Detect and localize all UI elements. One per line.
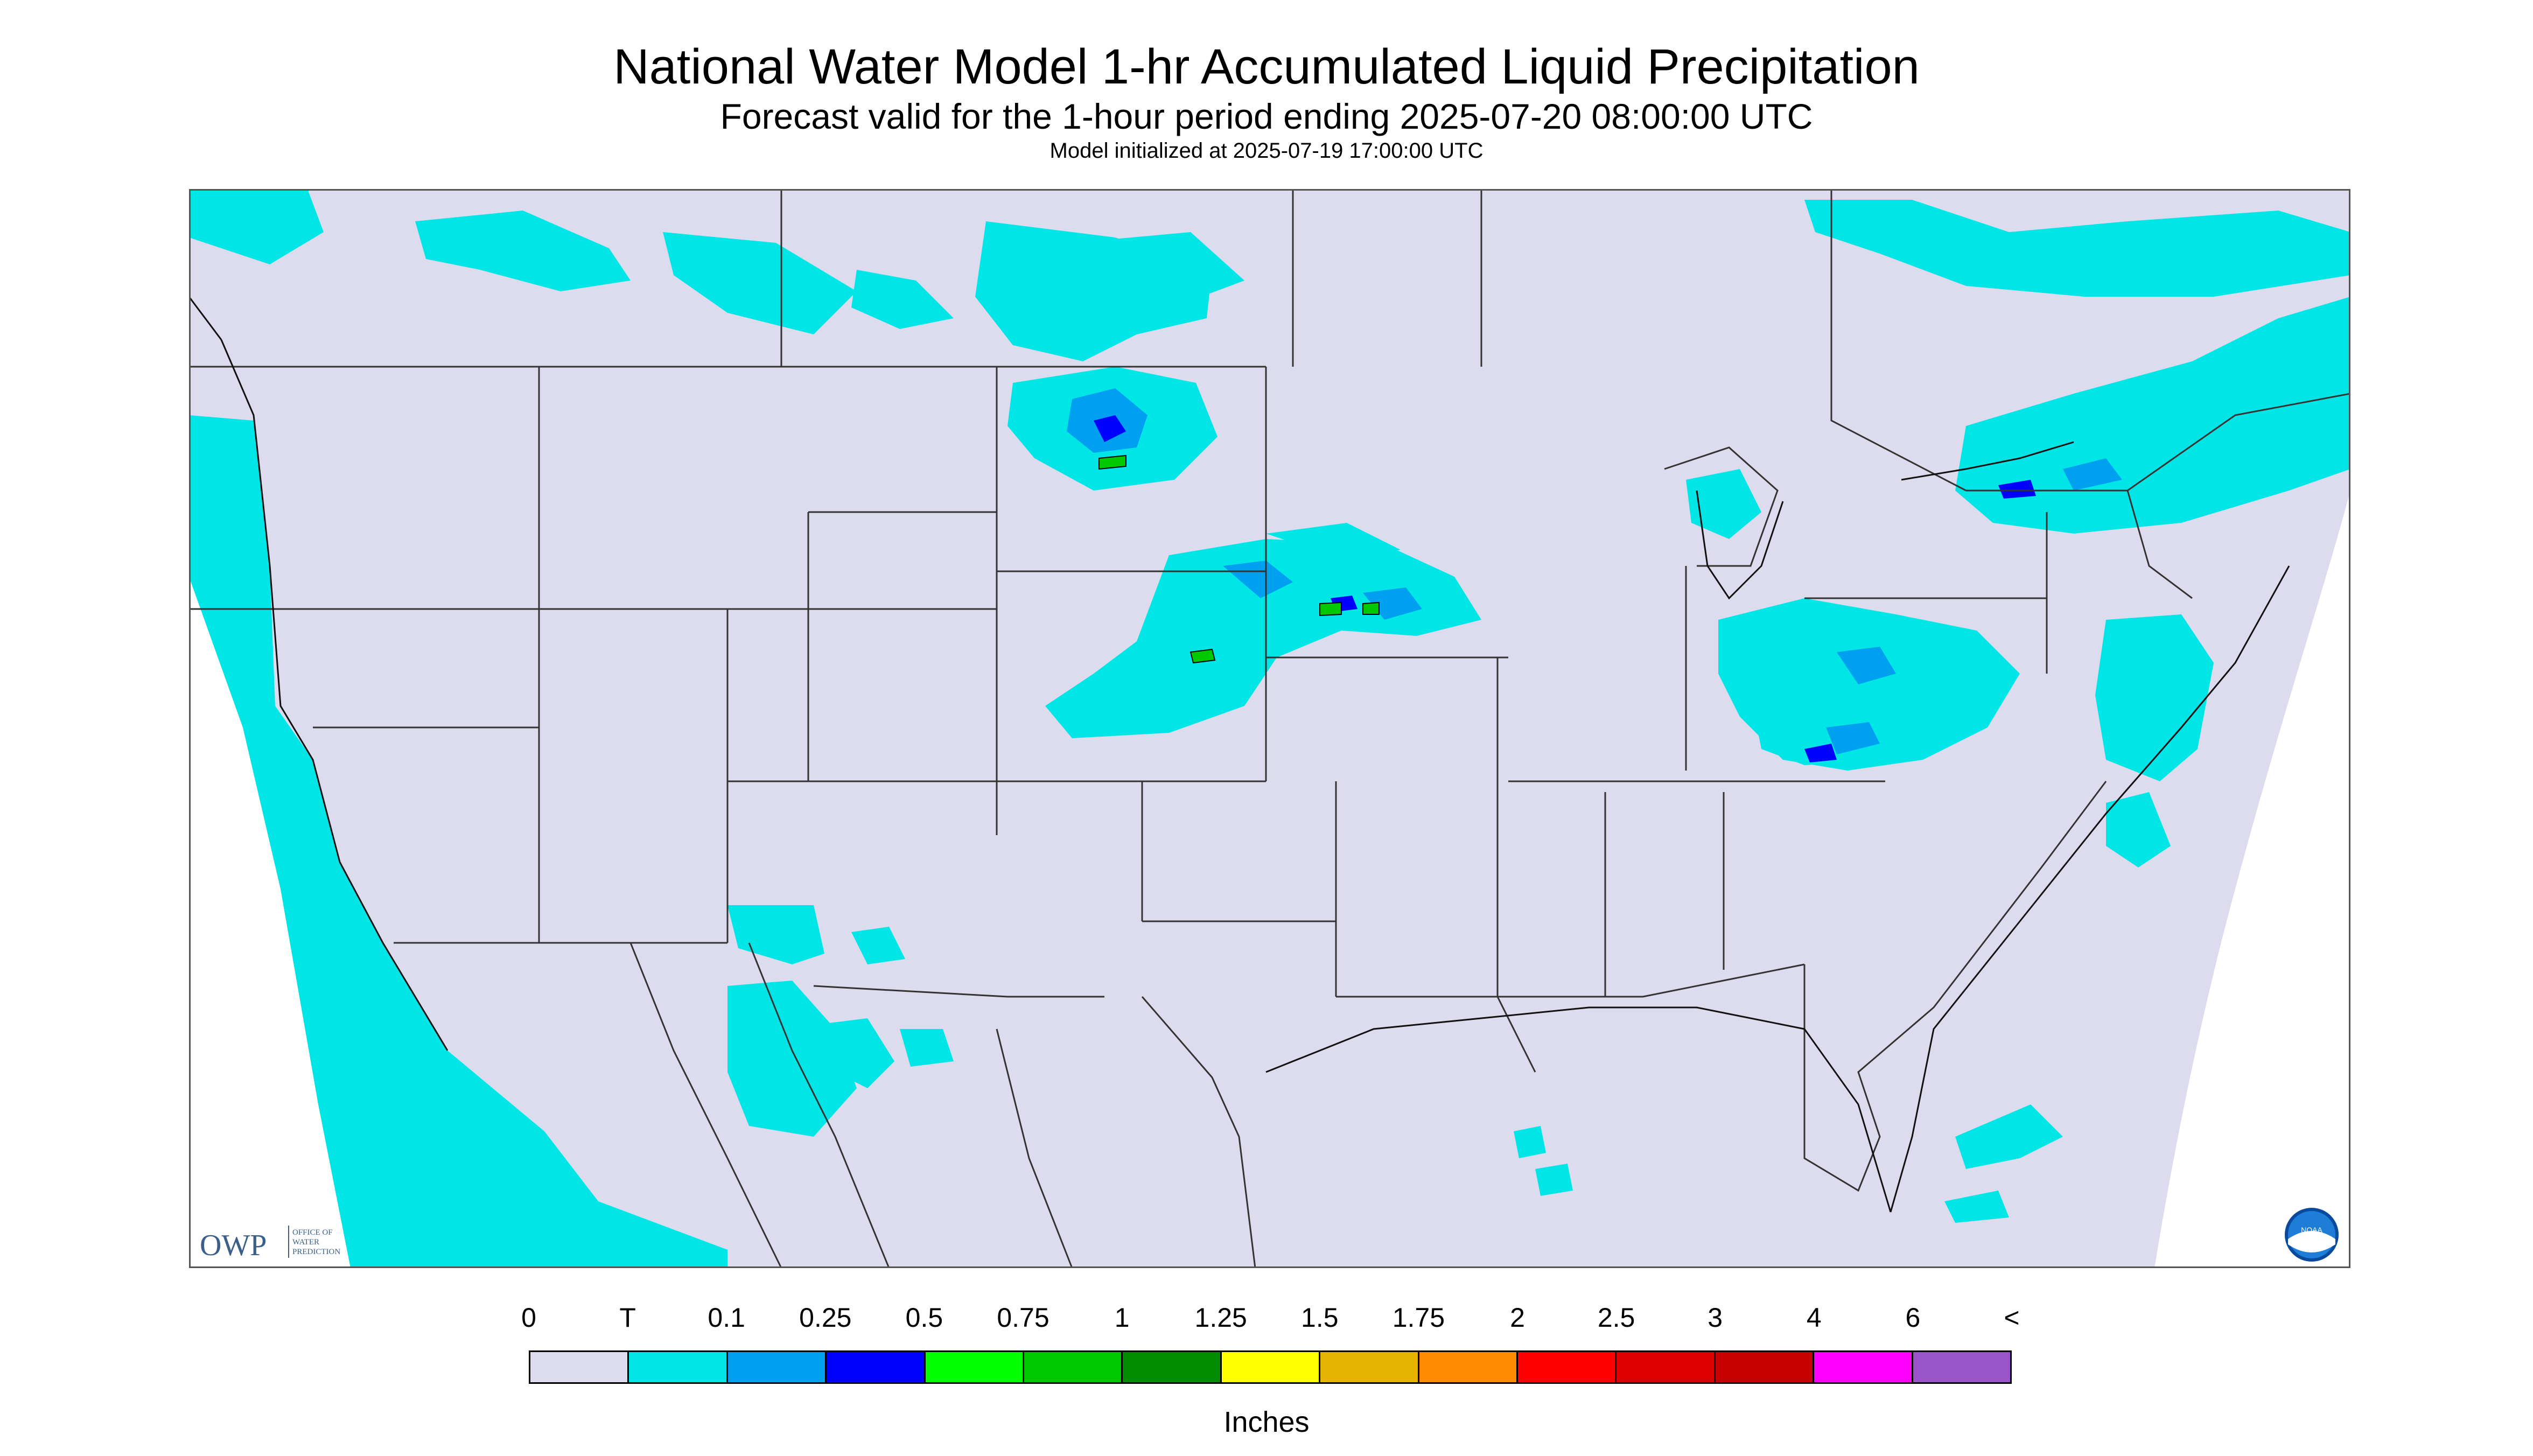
legend-label: 1.75 [1392, 1303, 1445, 1333]
legend-label: 1 [1114, 1303, 1130, 1333]
precip-moderate-areas [1094, 415, 2036, 762]
precip-trace-areas [189, 189, 2350, 1268]
map-background [189, 189, 2350, 1268]
map-subtitle: Forecast valid for the 1-hour period end… [720, 96, 1813, 136]
legend-labels: 0 T 0.1 0.25 0.5 0.75 1 1.25 1.5 1.75 2 2.5 3 4 6 < [0, 1302, 2533, 1340]
legend-label: < [2004, 1303, 2020, 1333]
model-init-text: Model initialized at 2025-07-19 17:00:00… [1049, 139, 1484, 163]
legend-swatch [1123, 1352, 1222, 1382]
boundary-lines [189, 189, 2350, 1268]
legend-label: 3 [1708, 1303, 1723, 1333]
legend-swatch [1320, 1352, 1419, 1382]
legend-swatch [1221, 1352, 1321, 1382]
owp-logo-line3: PREDICTION [292, 1248, 340, 1256]
legend-label: 2.5 [1597, 1303, 1635, 1333]
legend-swatch [1024, 1352, 1123, 1382]
legend-swatch [1617, 1352, 1716, 1382]
coastline-lines [189, 296, 2290, 1213]
owp-logo-line2: WATER [292, 1238, 319, 1247]
domain-edge-left [189, 189, 351, 1268]
legend-swatch [1913, 1352, 2011, 1382]
owp-logo-letters: OWP [200, 1229, 267, 1262]
legend-color-bar [529, 1350, 2012, 1384]
owp-logo: OWP OFFICE OF WATER PREDICTION [200, 1226, 340, 1262]
precipitation-map: OWP OFFICE OF WATER PREDICTION NOAA [189, 189, 2350, 1268]
legend-label: 1.25 [1194, 1303, 1247, 1333]
legend-label: 4 [1806, 1303, 1822, 1333]
legend-swatch [827, 1352, 926, 1382]
owp-logo-line1: OFFICE OF [292, 1228, 333, 1237]
map-title: National Water Model 1-hr Accumulated Li… [613, 39, 1920, 94]
legend-label: 0.75 [997, 1303, 1049, 1333]
domain-edge-right [2154, 491, 2350, 1268]
legend-label: T [619, 1303, 636, 1333]
precip-light-areas [1067, 388, 2122, 754]
legend-swatch [727, 1352, 827, 1382]
legend-units: Inches [1223, 1406, 1310, 1438]
legend-label: 0.1 [708, 1303, 745, 1333]
noaa-logo: NOAA [2285, 1208, 2339, 1262]
legend-swatch [1814, 1352, 1913, 1382]
precip-heavy-areas [1098, 454, 1380, 664]
legend-swatch [925, 1352, 1025, 1382]
legend-swatch [1518, 1352, 1617, 1382]
legend-swatch [629, 1352, 728, 1382]
legend-label: 6 [1905, 1303, 1921, 1333]
legend-label: 2 [1510, 1303, 1525, 1333]
map-frame [189, 189, 2350, 1268]
legend-label: 1.5 [1301, 1303, 1339, 1333]
legend-label: 0.5 [905, 1303, 943, 1333]
legend-swatch [1419, 1352, 1519, 1382]
noaa-logo-text: NOAA [2301, 1226, 2322, 1234]
legend-label: 0.25 [799, 1303, 852, 1333]
legend-swatch [530, 1352, 629, 1382]
legend-swatch [1715, 1352, 1815, 1382]
legend-label: 0 [521, 1303, 536, 1333]
